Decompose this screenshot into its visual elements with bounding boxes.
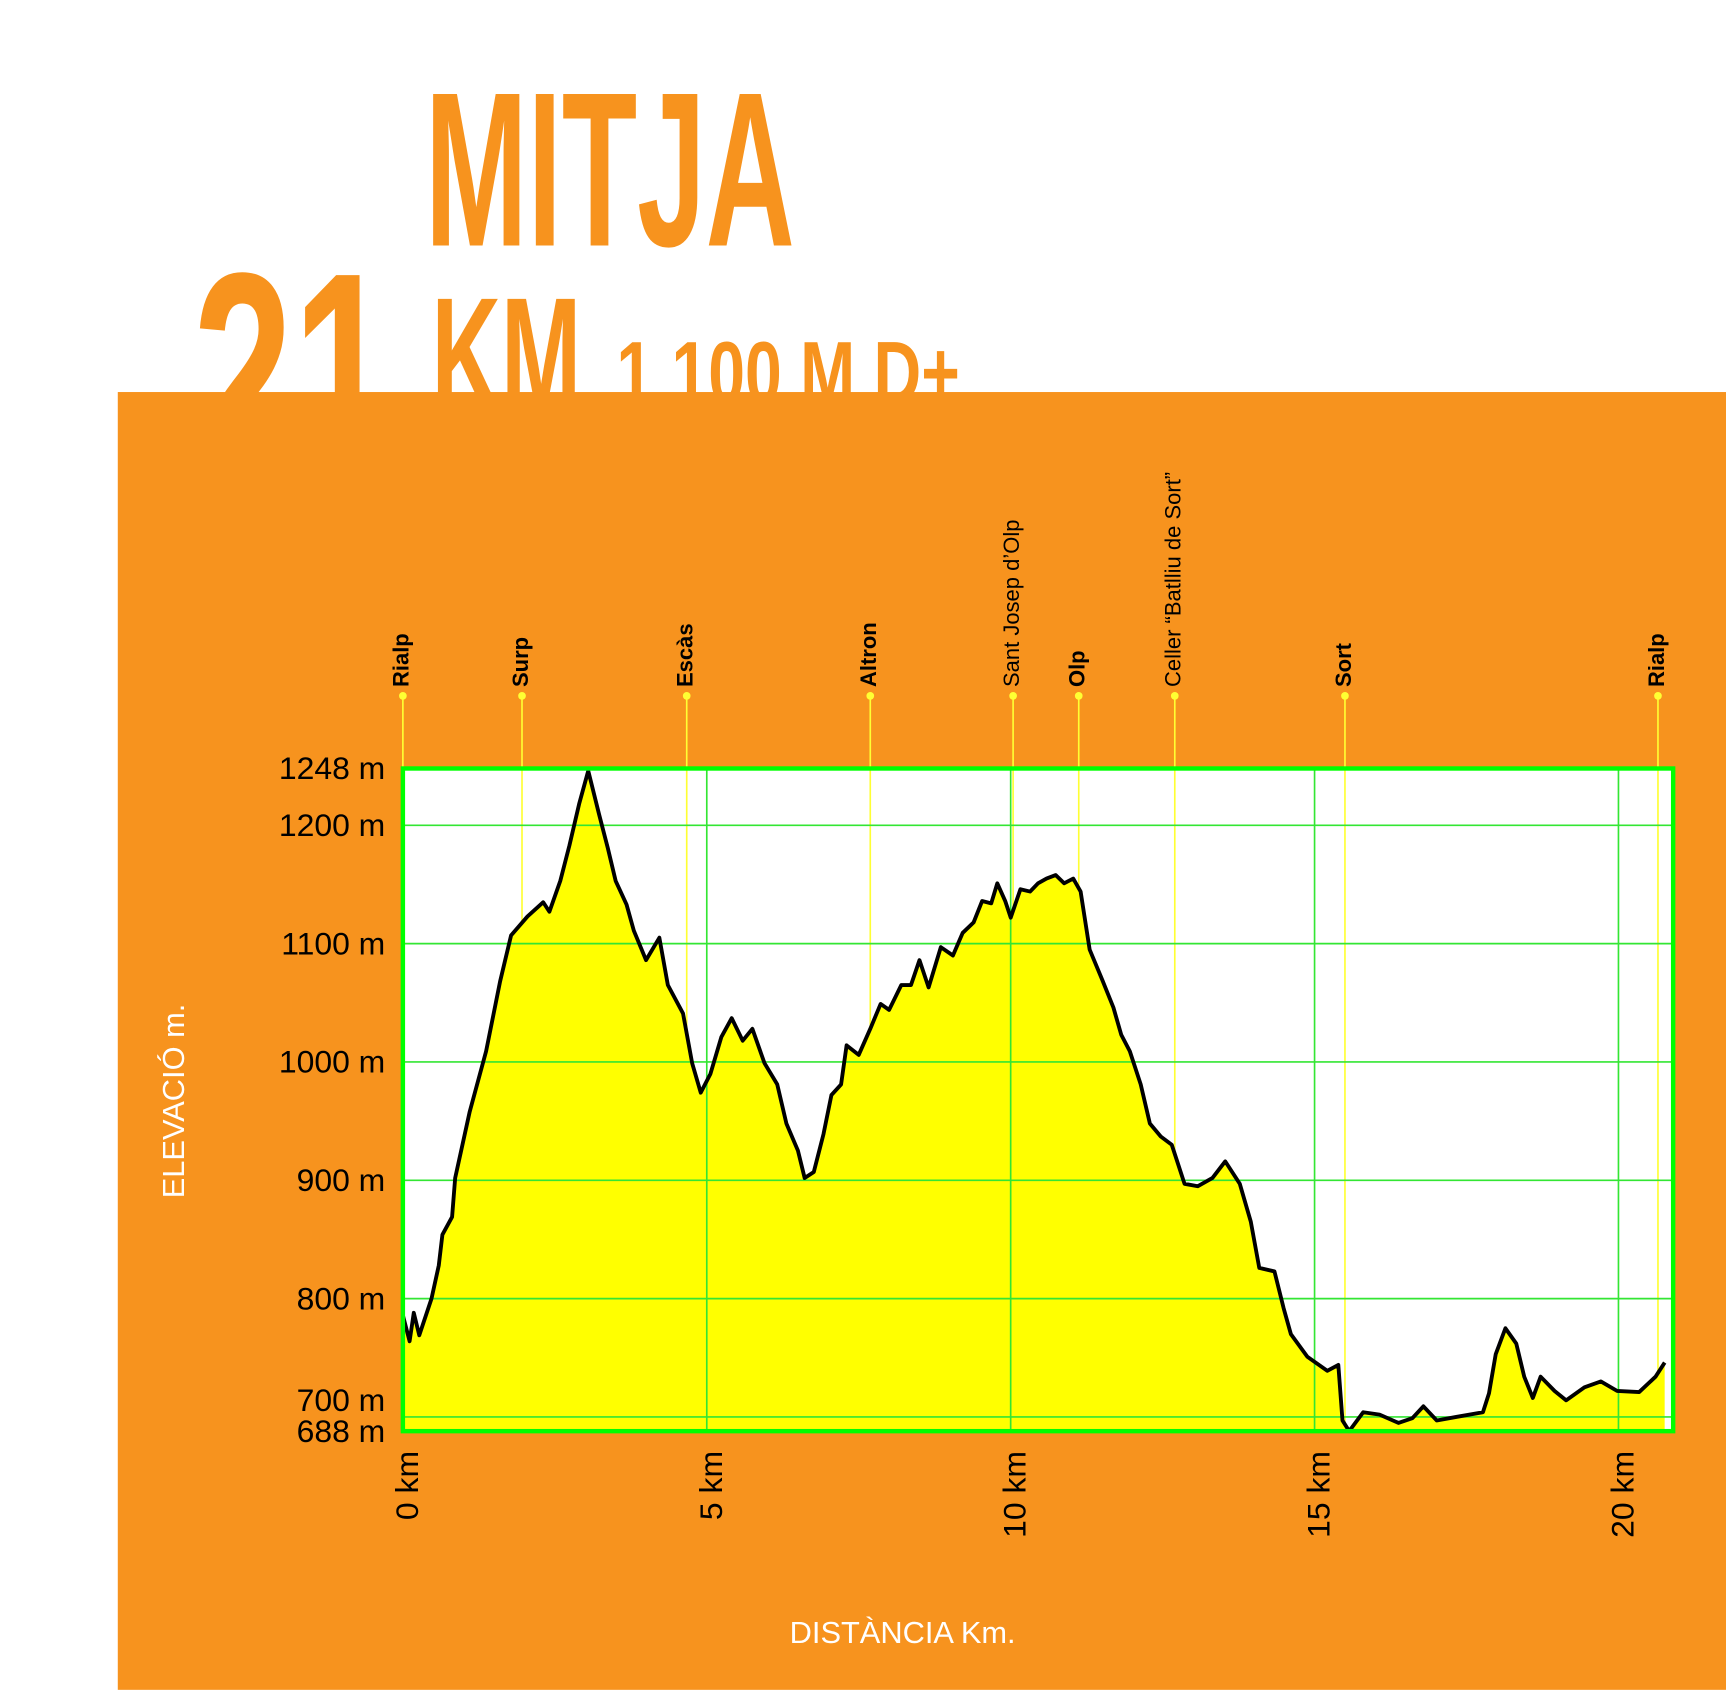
y-tick-label: 700 m <box>297 1382 386 1418</box>
y-tick-label: 688 m <box>297 1413 386 1449</box>
waypoint-dot <box>1074 691 1083 700</box>
y-tick-label: 1000 m <box>279 1044 385 1080</box>
waypoint-label: Celler “Batlliu de Sort” <box>1161 472 1186 687</box>
waypoint-dot <box>1170 691 1179 700</box>
elevation-line <box>401 768 1667 1434</box>
x-tick-label: 10 km <box>997 1451 1033 1538</box>
title: 21 MITJA KM 1 100 M D+ <box>193 46 960 533</box>
waypoint-label: Escàs <box>673 623 698 687</box>
y-axis-label: ELEVACIÓ m. <box>156 1004 191 1199</box>
waypoint-label: Olp <box>1065 650 1090 687</box>
waypoint-label: Surp <box>508 637 533 687</box>
waypoint-label: Altron <box>856 622 881 687</box>
waypoint-dot <box>1341 691 1349 700</box>
y-tick-label: 900 m <box>297 1162 386 1198</box>
waypoint-dot <box>866 691 875 700</box>
waypoint-label: Rialp <box>389 633 414 687</box>
waypoint-dot <box>518 691 526 700</box>
waypoint-dot <box>1654 691 1662 700</box>
y-tick-label: 1100 m <box>281 925 385 961</box>
title-main: MITJA <box>425 46 795 292</box>
waypoint-dot <box>399 691 407 700</box>
y-tick-label: 1248 m <box>279 750 385 786</box>
x-tick-label: 20 km <box>1605 1451 1641 1538</box>
waypoint-label: Sort <box>1331 642 1356 687</box>
elevation-area <box>402 770 1665 1432</box>
x-tick-label: 15 km <box>1301 1451 1337 1538</box>
plot-frame <box>400 766 1676 1434</box>
x-tick-label: 0 km <box>389 1451 425 1520</box>
waypoint-dot <box>682 691 691 700</box>
waypoint-label: Sant Josep d’Olp <box>999 519 1024 687</box>
waypoint-label: Rialp <box>1644 633 1669 687</box>
x-tick-label: 5 km <box>693 1451 729 1520</box>
waypoint-dot <box>1009 691 1017 700</box>
x-axis-label: DISTÀNCIA Km. <box>790 1615 1016 1650</box>
y-tick-label: 800 m <box>297 1280 386 1316</box>
y-tick-label: 1200 m <box>279 807 385 843</box>
